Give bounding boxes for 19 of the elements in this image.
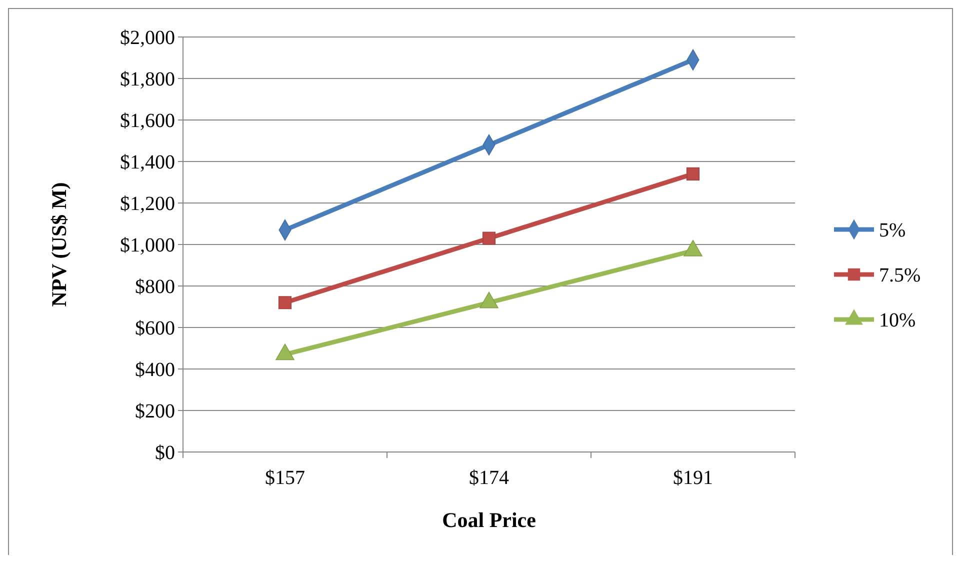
y-tick-label: $400: [135, 359, 175, 381]
y-tick-label: $600: [135, 318, 175, 340]
y-tick-label: $1,200: [120, 193, 175, 215]
y-tick-label: $1,800: [120, 68, 175, 90]
x-tick-label: $191: [673, 467, 713, 489]
x-tick-label: $157: [265, 467, 305, 489]
x-axis-title: Coal Price: [442, 508, 536, 532]
y-tick-label: $1,400: [120, 152, 175, 174]
legend-label: 5%: [879, 220, 906, 242]
y-tick-label: $200: [135, 400, 175, 422]
y-tick-label: $0: [155, 442, 175, 464]
legend-label: 7.5%: [879, 264, 921, 286]
y-tick-label: $2,000: [120, 27, 175, 49]
y-tick-label: $1,000: [120, 234, 175, 256]
legend-label: 10%: [879, 310, 916, 332]
y-tick-label: $1,600: [120, 110, 175, 132]
y-tick-label: $800: [135, 276, 175, 298]
y-axis-title: NPV (US$ M): [47, 182, 71, 307]
x-tick-label: $174: [469, 467, 509, 489]
